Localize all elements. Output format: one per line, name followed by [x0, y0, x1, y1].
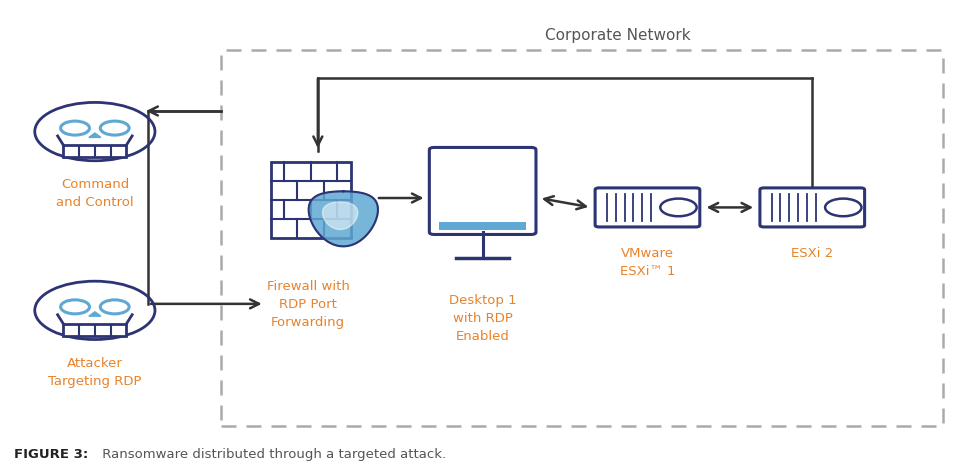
- FancyBboxPatch shape: [760, 188, 865, 227]
- Text: Command
and Control: Command and Control: [57, 178, 134, 209]
- Text: Desktop 1
with RDP
Enabled: Desktop 1 with RDP Enabled: [448, 295, 517, 344]
- Polygon shape: [89, 312, 100, 316]
- Polygon shape: [309, 191, 378, 247]
- Text: Attacker
Targeting RDP: Attacker Targeting RDP: [48, 357, 141, 387]
- FancyBboxPatch shape: [429, 148, 536, 235]
- Bar: [271, 162, 351, 238]
- Bar: [439, 221, 526, 230]
- Bar: [221, 50, 943, 426]
- Bar: [63, 145, 127, 157]
- Text: FIGURE 3:: FIGURE 3:: [15, 448, 89, 461]
- Text: Corporate Network: Corporate Network: [545, 28, 691, 43]
- Text: ESXi 2: ESXi 2: [791, 248, 834, 260]
- Text: Firewall with
RDP Port
Forwarding: Firewall with RDP Port Forwarding: [267, 280, 350, 329]
- FancyBboxPatch shape: [595, 188, 700, 227]
- Text: VMware
ESXi™ 1: VMware ESXi™ 1: [620, 248, 676, 278]
- Polygon shape: [89, 133, 100, 138]
- Text: Ransomware distributed through a targeted attack.: Ransomware distributed through a targete…: [98, 448, 446, 461]
- Polygon shape: [323, 202, 358, 229]
- Bar: [63, 324, 127, 336]
